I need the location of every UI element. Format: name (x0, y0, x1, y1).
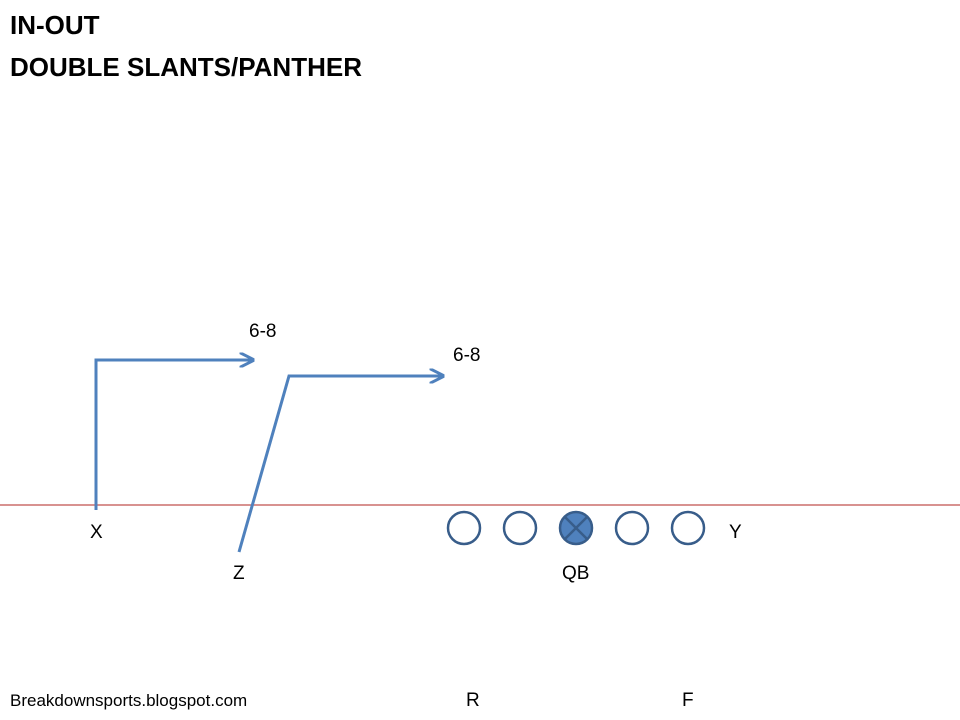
player-x-label: X (90, 522, 103, 543)
player-z-label: Z (233, 563, 245, 584)
play-title: IN-OUT (10, 10, 100, 40)
left-tackle-icon (446, 510, 482, 546)
z-route-depth-label: 6-8 (453, 345, 481, 366)
player-y-label: Y (729, 522, 742, 543)
player-qb-label: QB (562, 563, 590, 584)
x-receiver-route (94, 360, 253, 510)
play-subtitle: DOUBLE SLANTS/PANTHER (10, 52, 362, 82)
z-receiver-route (237, 376, 443, 553)
player-f-label: F (682, 690, 694, 711)
x-route-depth-label: 6-8 (249, 321, 277, 342)
player-r-label: R (466, 690, 480, 711)
right-tackle-icon (670, 510, 706, 546)
left-guard-icon (502, 510, 538, 546)
footer-credit: Breakdownsports.blogspot.com (10, 691, 248, 710)
right-guard-icon (614, 510, 650, 546)
center-icon (558, 510, 594, 546)
